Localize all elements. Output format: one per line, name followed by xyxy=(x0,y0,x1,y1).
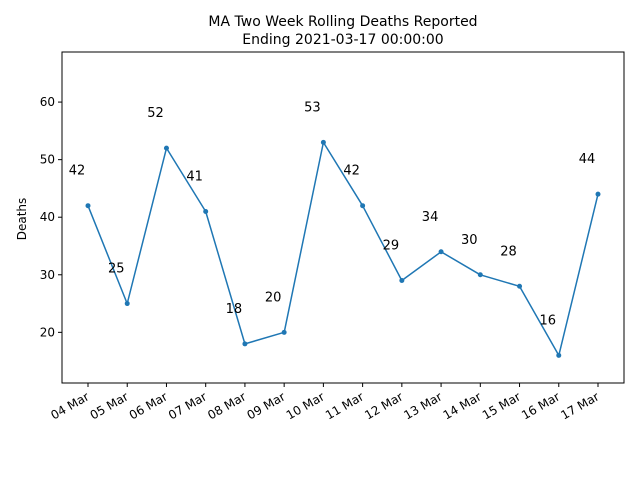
data-label: 42 xyxy=(69,164,86,179)
data-point xyxy=(556,352,562,358)
data-point xyxy=(360,203,366,209)
data-point xyxy=(320,139,326,145)
chart-title: MA Two Week Rolling Deaths Reported xyxy=(208,14,477,30)
data-label: 29 xyxy=(383,239,400,254)
data-point xyxy=(595,191,601,197)
data-label-layer: 42 25 52 41 18 20 53 42 29 34 30 28 16 44 xyxy=(69,100,596,328)
data-label: 44 xyxy=(579,152,596,167)
data-point xyxy=(399,278,405,284)
y-tick-label: 20 xyxy=(40,325,55,339)
plot-area-frame xyxy=(61,51,625,384)
data-point xyxy=(477,272,483,278)
x-tick-label: 13 Mar xyxy=(401,389,444,422)
y-tick-label: 40 xyxy=(40,210,55,224)
data-label: 16 xyxy=(539,313,556,328)
data-point xyxy=(124,301,130,307)
data-label: 53 xyxy=(304,100,321,115)
x-tick-label: 04 Mar xyxy=(48,389,91,422)
x-tick-label: 11 Mar xyxy=(323,389,366,422)
x-tick-label: 05 Mar xyxy=(88,389,131,422)
data-point xyxy=(163,145,169,151)
data-point xyxy=(203,208,209,214)
y-axis-label: Deaths xyxy=(15,198,29,241)
y-tick-label: 50 xyxy=(40,153,55,167)
data-label: 28 xyxy=(500,244,517,259)
y-axis: 20 30 40 50 60 xyxy=(40,95,62,339)
data-point xyxy=(281,329,287,335)
data-label: 34 xyxy=(422,210,439,225)
x-tick-label: 08 Mar xyxy=(205,389,248,422)
x-tick-label: 07 Mar xyxy=(166,389,209,422)
x-tick-label: 06 Mar xyxy=(127,389,170,422)
data-point xyxy=(438,249,444,255)
data-point xyxy=(517,283,523,289)
y-tick-label: 30 xyxy=(40,268,55,282)
x-tick-label: 09 Mar xyxy=(245,389,288,422)
chart-subtitle: Ending 2021-03-17 00:00:00 xyxy=(242,32,443,48)
x-tick-label: 12 Mar xyxy=(362,389,405,422)
x-tick-label: 14 Mar xyxy=(441,389,484,422)
y-tick-label: 60 xyxy=(40,95,55,109)
data-point xyxy=(242,341,248,347)
data-label: 41 xyxy=(186,169,203,184)
x-tick-label: 10 Mar xyxy=(284,389,327,422)
series-line xyxy=(87,141,599,357)
data-label: 52 xyxy=(147,106,164,121)
x-tick-label: 15 Mar xyxy=(480,389,523,422)
series-layer xyxy=(85,139,601,358)
data-label: 18 xyxy=(226,302,243,317)
x-tick-label: 17 Mar xyxy=(558,389,601,422)
data-label: 20 xyxy=(265,290,282,305)
data-point xyxy=(85,203,91,209)
data-label: 42 xyxy=(343,164,360,179)
data-label: 25 xyxy=(108,262,125,277)
data-label: 30 xyxy=(461,233,478,248)
x-tick-label: 16 Mar xyxy=(519,389,562,422)
